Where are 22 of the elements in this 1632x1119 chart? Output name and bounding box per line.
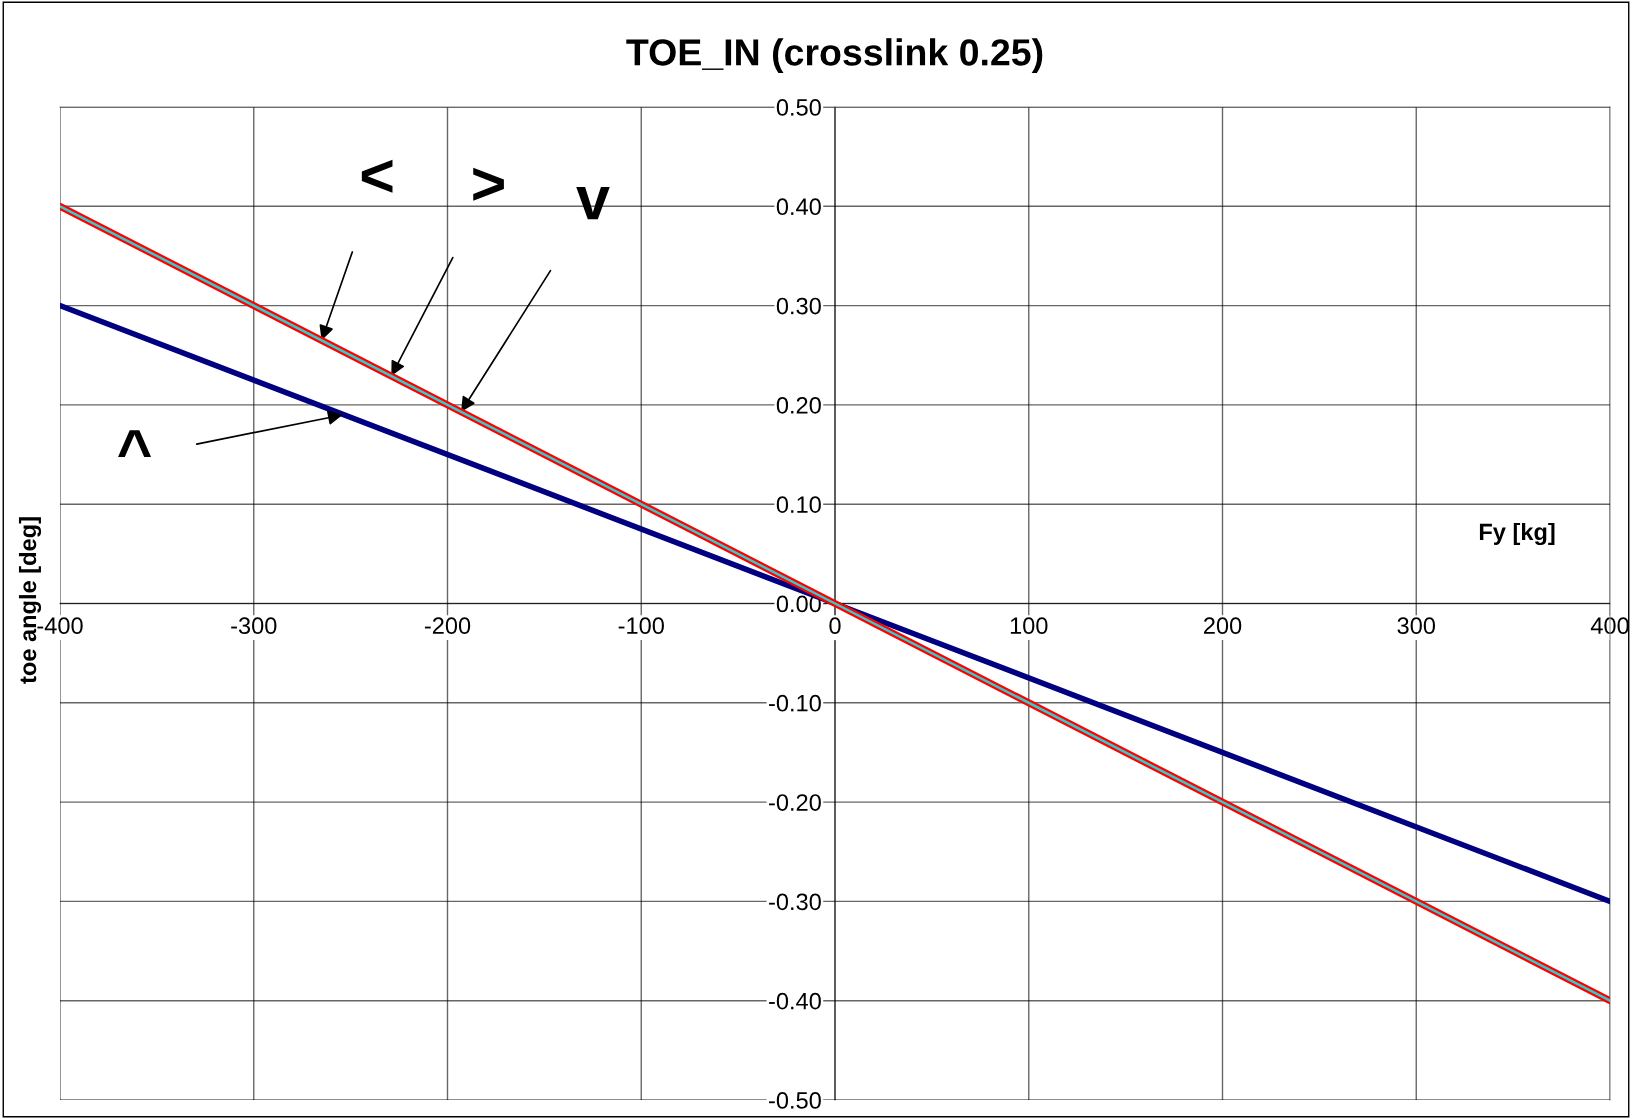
chart-title: TOE_IN (crosslink 0.25) <box>626 38 1043 74</box>
x-axis-title: Fy [kg] <box>1479 522 1555 546</box>
x-tick-label: 300 <box>1397 617 1436 635</box>
x-tick-label: 100 <box>1010 617 1048 635</box>
y-tick-label: -0.30 <box>769 893 821 911</box>
x-tick-label: -100 <box>618 617 664 635</box>
y-tick-label: -0.20 <box>769 794 821 811</box>
x-tick-label: 0 <box>829 617 841 635</box>
y-tick-label: 0.40 <box>776 198 821 216</box>
x-tick-label: -200 <box>424 617 471 635</box>
y-tick-label: 0.30 <box>776 297 821 315</box>
annotation: < <box>361 159 393 193</box>
x-tick-label: -300 <box>231 617 277 635</box>
y-tick-label: -0.50 <box>769 1092 821 1109</box>
annotation: ^ <box>118 430 152 457</box>
x-tick-label: 200 <box>1203 617 1242 635</box>
annotation: > <box>473 167 504 201</box>
y-tick-label: 0.50 <box>776 99 821 116</box>
y-tick-label: -0.40 <box>769 992 821 1010</box>
y-tick-label: 0.10 <box>776 496 821 513</box>
y-tick-label: 0.20 <box>776 396 821 414</box>
y-tick-label: -0.10 <box>769 694 821 712</box>
